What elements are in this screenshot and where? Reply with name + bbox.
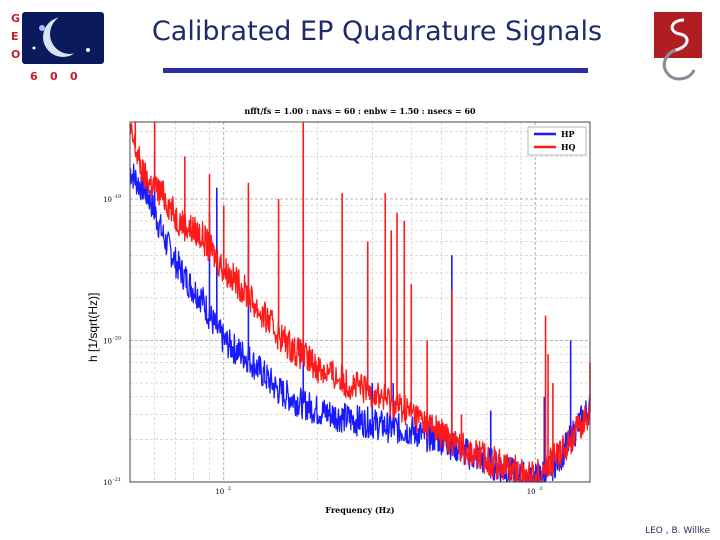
logo-letter: O [11, 48, 20, 61]
y-tick-label: 10 [103, 196, 112, 204]
legend-box [527, 126, 587, 156]
legend-hq-label: HQ [561, 142, 576, 152]
plot-frame [129, 121, 591, 483]
logo-letter: 0 [50, 70, 58, 83]
logo-letter: 6 [30, 70, 38, 83]
x-tick-label: 10 [215, 488, 224, 496]
slide-title: Calibrated EP Quadrature Signals [151, 16, 603, 47]
series-line-hp [129, 163, 591, 483]
x-tick-label: 10 [527, 488, 536, 496]
legend-hp-label: HP [561, 129, 575, 139]
institute-logo [654, 12, 702, 81]
chart-title: nfft/fs = 1.00 : navs = 60 : enbw = 1.50… [244, 106, 476, 116]
logo-letter: E [11, 30, 19, 43]
title-rule [163, 68, 588, 73]
x-tick-exponent: 2 [228, 486, 231, 492]
y-tick-exponent: -21 [113, 477, 121, 483]
x-tick-exponent: 3 [539, 486, 542, 492]
footer-credit: LEO , B. Willke [645, 526, 710, 536]
y-tick-exponent: -20 [113, 335, 121, 341]
y-tick-label: 10 [103, 337, 112, 345]
geo600-logo: G E O 6 0 0 [8, 8, 104, 83]
y-tick-exponent: -19 [113, 194, 121, 200]
legend: HP HQ [527, 126, 587, 156]
logo-letter: G [11, 12, 20, 25]
y-tick-label: 10 [103, 479, 112, 487]
logo-letter: 0 [70, 70, 78, 83]
x-axis-label: Frequency (Hz) [325, 505, 394, 515]
